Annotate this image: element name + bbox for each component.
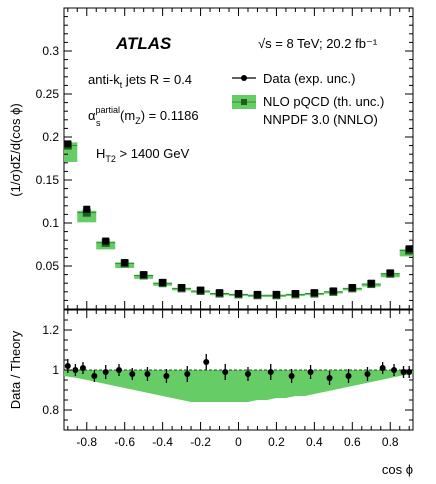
main-y-tick-label: 0.3 <box>42 44 59 58</box>
x-tick-label: 0.2 <box>268 435 285 449</box>
main-y-tick-label: 0.2 <box>42 130 59 144</box>
main-y-axis-label: (1/σ)dΣ/d(cos ϕ) <box>8 103 23 196</box>
ht-tail: > 1400 GeV <box>116 146 190 161</box>
x-tick-label: 0 <box>235 435 242 449</box>
ratio-data-point <box>203 359 210 365</box>
data-marker <box>178 284 186 291</box>
x-axis-label: cos ϕ <box>382 462 413 477</box>
data-marker <box>253 290 261 298</box>
ratio-y-axis-label: Data / Theory <box>8 330 23 409</box>
ratio-data-point <box>400 369 407 375</box>
data-marker <box>83 205 91 213</box>
x-tick-label: 0.6 <box>344 435 361 449</box>
data-marker <box>64 140 72 148</box>
alpha-symbol: α <box>88 108 96 123</box>
ht-prefix: H <box>96 146 105 161</box>
ht2-cut-label: HT2 > 1400 GeV <box>96 146 190 164</box>
data-marker <box>216 289 224 297</box>
experiment-label: ATLAS <box>115 34 172 53</box>
ratio-band-area <box>64 370 413 402</box>
ratio-data-point <box>244 371 251 377</box>
ratio-data-point <box>102 369 109 375</box>
ratio-data-points <box>64 354 413 385</box>
data-marker <box>197 286 205 294</box>
data-marker <box>310 289 318 297</box>
legend-theory-label: NLO pQCD (th. unc.) <box>263 94 384 109</box>
ratio-data-point <box>129 371 136 377</box>
ratio-data-point <box>144 371 151 377</box>
ratio-data-point <box>64 363 71 369</box>
alpha-mz-subscript: Z <box>135 116 141 126</box>
jet-algo-prefix: anti-k <box>88 72 120 87</box>
ratio-data-point <box>267 369 274 375</box>
main-y-axis: 0.05 0.1 0.15 0.2 0.25 0.3 <box>36 16 413 301</box>
main-y-tick-label: 0.25 <box>36 87 60 101</box>
main-x-ticks <box>67 8 410 309</box>
ratio-data-point <box>364 371 371 377</box>
main-panel: 0.05 0.1 0.15 0.2 0.25 0.3 (1/σ)dΣ/d(cos ϕ) A… <box>8 7 414 310</box>
main-y-tick-label: 0.15 <box>36 173 60 187</box>
legend: Data (exp. unc.) NLO pQCD (th. unc.) NNP… <box>232 71 384 127</box>
ratio-data-point <box>307 369 314 375</box>
ratio-data-point <box>391 367 398 373</box>
legend-data-marker <box>241 75 247 81</box>
alpha-mid: (m <box>120 108 135 123</box>
ratio-y-tick-label: 0.8 <box>42 403 59 417</box>
ratio-y-tick-label: 1 <box>52 363 59 377</box>
x-tick-label: -0.4 <box>152 435 173 449</box>
ratio-data-point <box>406 369 413 375</box>
legend-theory-marker <box>241 99 247 105</box>
alpha-s-label: αpartial(mZ) = 0.1186 <box>88 105 199 126</box>
data-marker <box>235 290 242 298</box>
jet-algo-suffix: jets R = 0.4 <box>122 72 192 87</box>
ratio-data-point <box>345 373 352 379</box>
theory-band-ratio <box>64 370 413 402</box>
data-marker <box>291 290 299 298</box>
ratio-data-point <box>326 375 333 381</box>
main-y-tick-label: 0.1 <box>42 216 59 230</box>
alpha-tail: ) = 0.1186 <box>141 108 199 123</box>
jet-algo-subscript: t <box>120 80 123 90</box>
data-marker <box>272 290 280 298</box>
ratio-data-point <box>116 367 123 373</box>
main-data-points <box>63 140 414 300</box>
data-marker <box>159 278 167 286</box>
ratio-y-axis: 0.8 1 1.2 <box>42 319 413 421</box>
ratio-data-point <box>222 369 229 375</box>
jet-algorithm-label: anti-kt jets R = 0.4 <box>88 72 192 90</box>
x-tick-label: 0.8 <box>382 435 399 449</box>
data-marker <box>140 271 148 279</box>
ratio-panel: 0.8 1 1.2 -0.8 -0.6 -0.4 -0.2 0 0.2 0.4 0.6 0.8 Da… <box>8 309 414 477</box>
x-tick-label: -0.6 <box>114 435 135 449</box>
data-marker <box>329 287 337 295</box>
main-y-tick-label: 0.05 <box>36 259 60 273</box>
theory-band-main <box>64 142 413 297</box>
data-marker <box>102 237 110 245</box>
data-marker <box>386 269 394 277</box>
energy-label: √s = 8 TeV; 20.2 fb⁻¹ <box>258 36 378 51</box>
ratio-data-point <box>184 371 191 377</box>
x-tick-label: 0.4 <box>306 435 323 449</box>
ratio-data-point <box>163 373 170 379</box>
ratio-data-point <box>91 373 98 379</box>
alpha-superscript: partial <box>96 105 121 115</box>
x-tick-label: -0.2 <box>190 435 211 449</box>
ratio-data-point <box>288 373 295 379</box>
data-marker <box>348 284 356 291</box>
ht-subscript: T2 <box>105 154 116 164</box>
ratio-x-axis: -0.8 -0.6 -0.4 -0.2 0 0.2 0.4 0.6 0.8 <box>67 310 410 449</box>
data-marker <box>405 245 413 253</box>
ratio-y-tick-label: 1.2 <box>42 323 59 337</box>
x-tick-label: -0.8 <box>76 435 97 449</box>
data-marker <box>121 259 129 267</box>
ratio-data-point <box>379 365 386 371</box>
legend-pdf-label: NNPDF 3.0 (NNLO) <box>263 112 378 127</box>
data-marker <box>367 279 375 287</box>
ratio-data-point <box>79 365 86 371</box>
ratio-data-point <box>72 367 79 373</box>
legend-data-label: Data (exp. unc.) <box>263 71 356 86</box>
alpha-s-subscript: s <box>96 118 101 128</box>
